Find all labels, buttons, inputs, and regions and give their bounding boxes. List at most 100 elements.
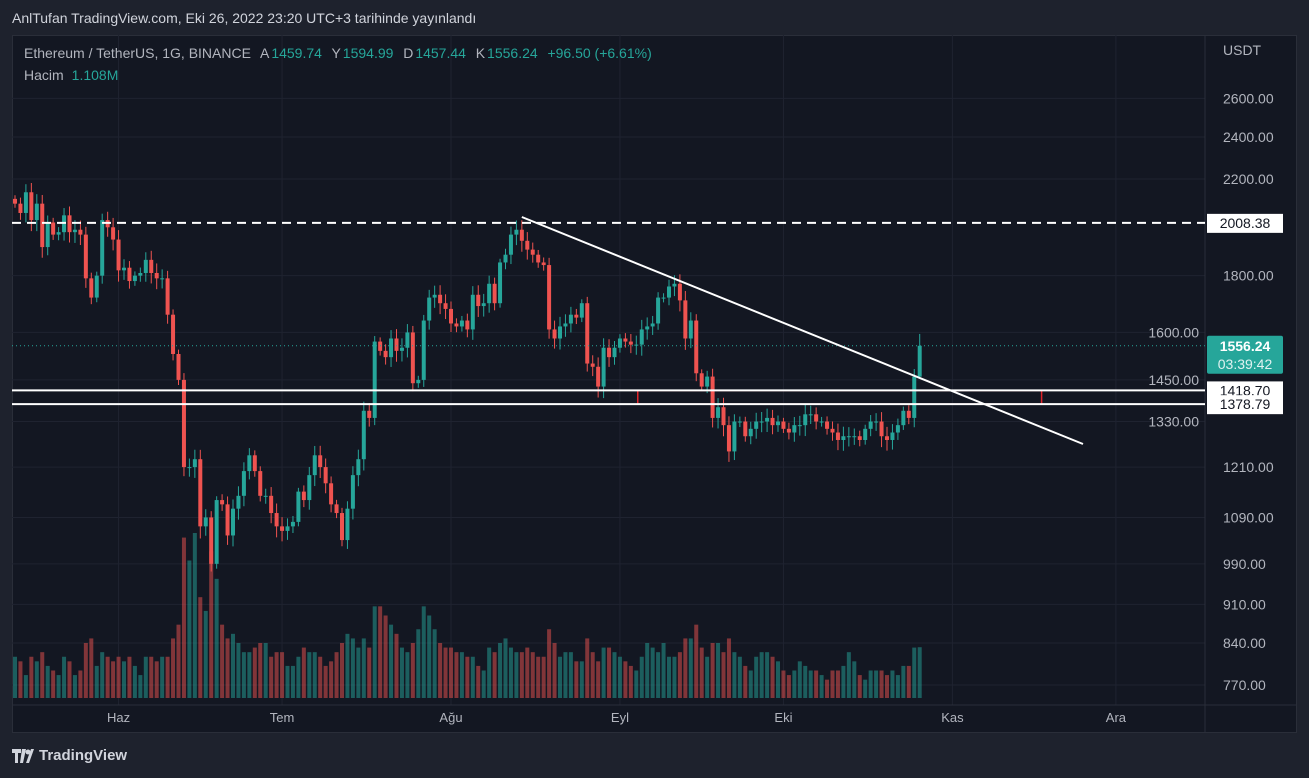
volume-bar — [361, 638, 366, 698]
volume-bar — [62, 656, 67, 698]
volume-legend: Hacim 1.108M — [24, 67, 118, 83]
volume-bar — [797, 661, 802, 698]
volume-bar — [165, 656, 170, 698]
candle-body — [841, 436, 846, 440]
volume-bar — [192, 533, 197, 698]
high-label: Y — [331, 45, 341, 61]
candle-body — [596, 366, 601, 387]
volume-bar — [225, 638, 230, 698]
candle-body — [481, 303, 486, 307]
candle-body — [519, 229, 524, 241]
candle-body — [912, 376, 917, 418]
candle-body — [650, 323, 655, 327]
resistance-price-tag: 2008.38 — [1220, 215, 1271, 231]
candle-body — [241, 471, 246, 496]
volume-bar — [29, 656, 34, 698]
volume-bar — [694, 624, 699, 698]
volume-bar — [530, 652, 535, 698]
candle-body — [394, 338, 399, 351]
candle-body — [846, 436, 851, 438]
volume-bar — [465, 656, 470, 698]
candle-body — [612, 347, 617, 358]
candle-body — [18, 203, 23, 213]
volume-bar — [56, 675, 61, 698]
support-lower-tag: 1378.79 — [1220, 396, 1271, 412]
volume-bar — [803, 665, 808, 698]
volume-bar — [590, 652, 595, 698]
volume-bar — [672, 656, 677, 698]
volume-bar — [825, 679, 830, 698]
candle-body — [416, 379, 421, 384]
candle-body — [677, 283, 682, 301]
candle-body — [94, 275, 99, 298]
volume-bar — [890, 670, 895, 698]
candle-body — [181, 379, 186, 468]
volume-bar — [508, 647, 513, 698]
candle-body — [716, 407, 721, 418]
candle-body — [852, 436, 857, 438]
candle-body — [263, 495, 268, 497]
candle-body — [383, 350, 388, 358]
candle-body — [721, 407, 726, 426]
candle-body — [558, 326, 562, 339]
volume-bar — [138, 675, 143, 698]
volume-bar — [383, 615, 388, 698]
candle-body — [427, 297, 432, 321]
candle-body — [694, 320, 699, 374]
tradingview-logo[interactable]: TradingView — [12, 747, 127, 764]
candle-body — [231, 508, 235, 536]
volume-bar — [421, 606, 426, 698]
open-value: 1459.74 — [271, 45, 322, 61]
candle-body — [399, 347, 404, 351]
candle-body — [530, 249, 535, 255]
volume-bar — [754, 656, 759, 698]
candle-body — [705, 376, 710, 387]
candle-body — [312, 455, 317, 476]
y-tick-label: 770.00 — [1223, 677, 1266, 693]
candle-body — [165, 278, 170, 315]
last-price-tag-bg — [1207, 335, 1283, 374]
volume-bar — [231, 633, 235, 698]
candle-body — [726, 425, 731, 452]
volume-bar — [252, 647, 257, 698]
volume-bar — [40, 652, 45, 698]
candle-body — [748, 428, 753, 437]
candle-body — [132, 275, 137, 282]
candle-body — [667, 286, 671, 298]
volume-bar — [710, 643, 715, 698]
volume-bar — [901, 665, 906, 698]
y-tick-label: 2600.00 — [1223, 90, 1274, 106]
volume-bar — [841, 665, 846, 698]
candle-body — [874, 421, 879, 423]
candle-body — [781, 421, 786, 429]
volume-bar — [688, 638, 693, 698]
candle-body — [552, 329, 557, 339]
candle-body — [160, 278, 165, 280]
candle-body — [814, 414, 819, 422]
candle-body — [590, 363, 595, 367]
volume-bar — [34, 661, 39, 698]
volume-bar — [732, 652, 737, 698]
candle-body — [247, 455, 252, 472]
volume-bar — [601, 647, 606, 698]
brand-name: TradingView — [39, 747, 128, 764]
volume-bar — [536, 656, 541, 698]
candle-body — [645, 326, 650, 330]
volume-bar — [514, 652, 519, 698]
volume-bar — [149, 656, 154, 698]
low-value: 1457.44 — [415, 45, 466, 61]
volume-bar — [83, 643, 88, 698]
candle-body — [209, 517, 214, 564]
candle-body — [786, 428, 791, 433]
volume-bar — [100, 652, 105, 698]
close-value: 1556.24 — [487, 45, 538, 61]
volume-bar — [699, 647, 704, 698]
symbol-name[interactable]: Ethereum / TetherUS, 1G, BINANCE — [24, 45, 251, 61]
candle-body — [454, 323, 459, 327]
volume-bar — [285, 665, 290, 698]
candle-body — [111, 227, 116, 240]
candle-body — [917, 345, 922, 377]
candle-body — [307, 475, 312, 501]
candle-body — [171, 314, 176, 354]
